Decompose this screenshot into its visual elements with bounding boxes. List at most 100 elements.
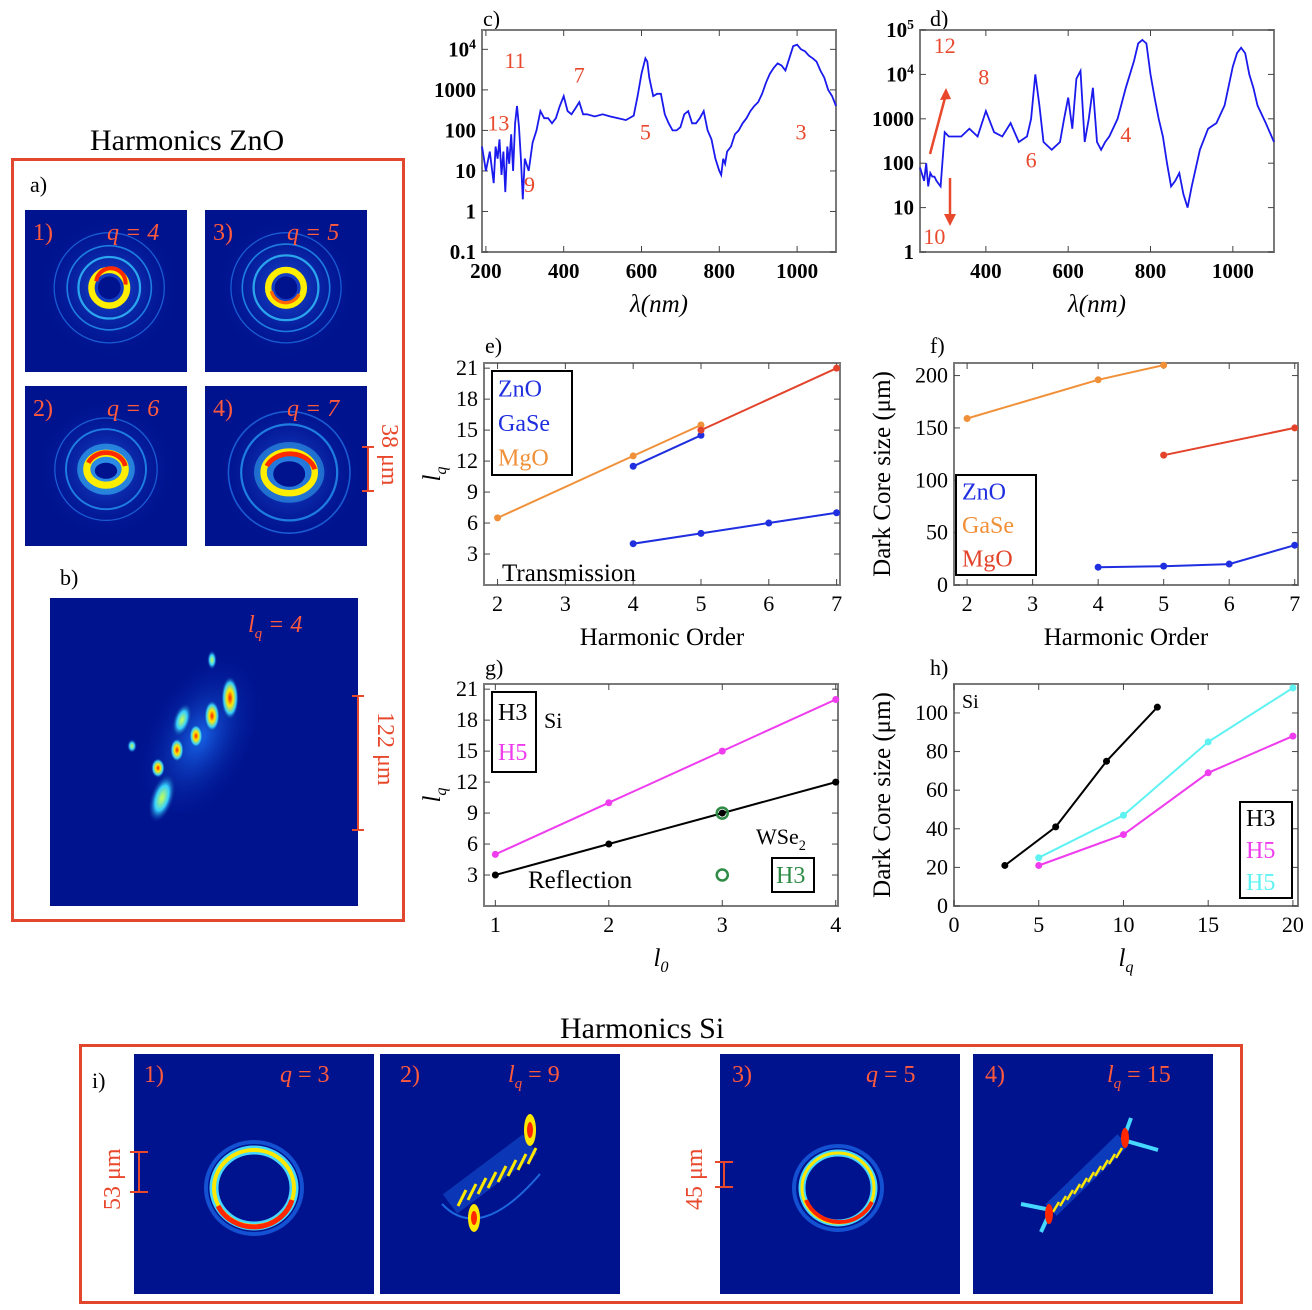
series-line-h5 [1038,735,1294,867]
y-axis-label: Dark Core size (μm) [869,692,896,898]
data-point [1204,738,1212,746]
data-point [1094,376,1102,384]
data-point [765,519,773,527]
data-point [1119,811,1127,819]
zno-title: Harmonics ZnO [90,124,285,157]
x-tick-label: 2 [603,912,614,937]
zno-scale-label: 38 μm [376,424,402,486]
y-axis-label-group: lq [419,787,450,802]
wse2-box-label: H3 [776,863,805,889]
note-transmission: Transmission [502,560,636,587]
data-point [1160,451,1168,459]
harmonic-annotation: 11 [504,48,525,73]
si-beam-4-label: lq = 15 [1107,1062,1171,1092]
legend-box [1239,801,1293,899]
zno-b-scale-label: 122 μm [372,712,398,786]
y-tick-label: 20 [926,854,948,879]
y-tick-label: 50 [926,520,948,545]
x-tick-label: 10 [1112,912,1134,937]
x-tick-label: 0 [949,912,960,937]
x-tick-label: 7 [831,591,842,616]
zno-beam-3-image [214,216,358,360]
data-point [491,850,499,858]
si-beam-3-label: q = 5 [866,1062,916,1088]
harmonic-annotation: 4 [1120,122,1131,147]
y-tick-label: 12 [456,448,478,473]
si-beam-3-image [792,1144,884,1232]
harmonic-annotation: 7 [574,63,585,88]
data-point [697,421,705,429]
data-point [629,452,637,460]
data-point [1160,361,1168,369]
data-point [605,840,613,848]
wse2-h3-marker [715,806,730,820]
harmonic-annotation: 6 [1026,148,1037,173]
y-tick-label: 80 [926,739,948,764]
zno-b-beam-image [127,650,266,826]
panel-label-g: g) [485,655,504,680]
y-tick-label: 15 [456,417,478,442]
data-point [605,799,613,807]
si-scale-label-2: 45 μm [682,1148,708,1210]
x-tick-label: 3 [1027,591,1038,616]
data-point [697,529,705,537]
zno-beam-4: 4) q = 7 [205,386,367,546]
y-tick-label: 200 [915,363,948,388]
harmonic-annotation: 13 [487,110,509,135]
data-point [833,509,841,517]
arrow-10-head [944,214,956,226]
si-title: Harmonics Si [560,1012,725,1045]
zno-beam-4-image [215,398,363,546]
series-line-zno [633,511,837,545]
y-tick-label: 100 [883,151,915,175]
y-tick-label: 105 [886,17,914,42]
x-tick-label: 400 [970,259,1002,283]
panel-label-d: d) [930,6,949,31]
x-tick-label: 600 [626,259,658,283]
data-point [629,462,637,470]
arrow-12 [928,93,948,155]
series-line-h3 [495,781,836,876]
y-tick-label: 150 [915,415,948,440]
y-tick-label: 18 [456,386,478,411]
panel-label-f: f) [930,333,945,358]
si-scale-label-1: 53 μm [100,1148,126,1210]
chart-d: 400 600 800 1000 1 10 100 1000 104 105 λ(nm) 12 8 6 4 1… [872,17,1275,318]
data-point [1035,854,1043,862]
si-frame [79,1044,1243,1304]
y-tick-label: 60 [926,777,948,802]
y-tick-label: 40 [926,816,948,841]
data-point [1291,541,1299,549]
si-beam-2-label: lq = 9 [508,1062,560,1092]
chart-g: 1 2 3 436912151821l0lqH3H5SiReflectionWSe2H… [419,676,841,976]
chart-f-frame [953,362,1299,586]
x-tick-label: 6 [1224,591,1235,616]
x-tick-label: 800 [1135,259,1167,283]
x-tick-label: 15 [1197,912,1219,937]
panel-label-b: b) [60,565,79,590]
y-tick-label: 104 [448,36,476,61]
zno-scalebar [362,446,374,492]
panel-label-a: a) [30,172,48,197]
zno-beam-3-q: q = 5 [287,220,340,246]
zno-b-scalebar [352,695,364,831]
data-point [491,871,499,879]
series-line-mgo [1163,426,1295,457]
x-axis-label: Harmonic Order [1044,624,1209,651]
si-beam-1-label: q = 3 [280,1062,330,1088]
series-line-h3 [1004,706,1159,867]
y-tick-label: 1000 [872,107,914,131]
y-tick-label: 15 [456,738,478,763]
data-point [1103,757,1111,765]
zno-beam-3: 3) q = 5 [205,210,367,372]
zno-beam-2-image [35,398,177,540]
legend-entry: MgO [962,546,1013,572]
zno-b-beam: lq = 4 [50,598,358,906]
y-axis-label: Dark Core size (μm) [869,371,896,577]
si-beam-2-image [441,1114,541,1232]
y-tick-label: 1 [904,240,915,264]
legend-entry: H5 [1246,870,1275,896]
series-line-mgo [700,367,838,432]
legend-box [491,370,573,476]
